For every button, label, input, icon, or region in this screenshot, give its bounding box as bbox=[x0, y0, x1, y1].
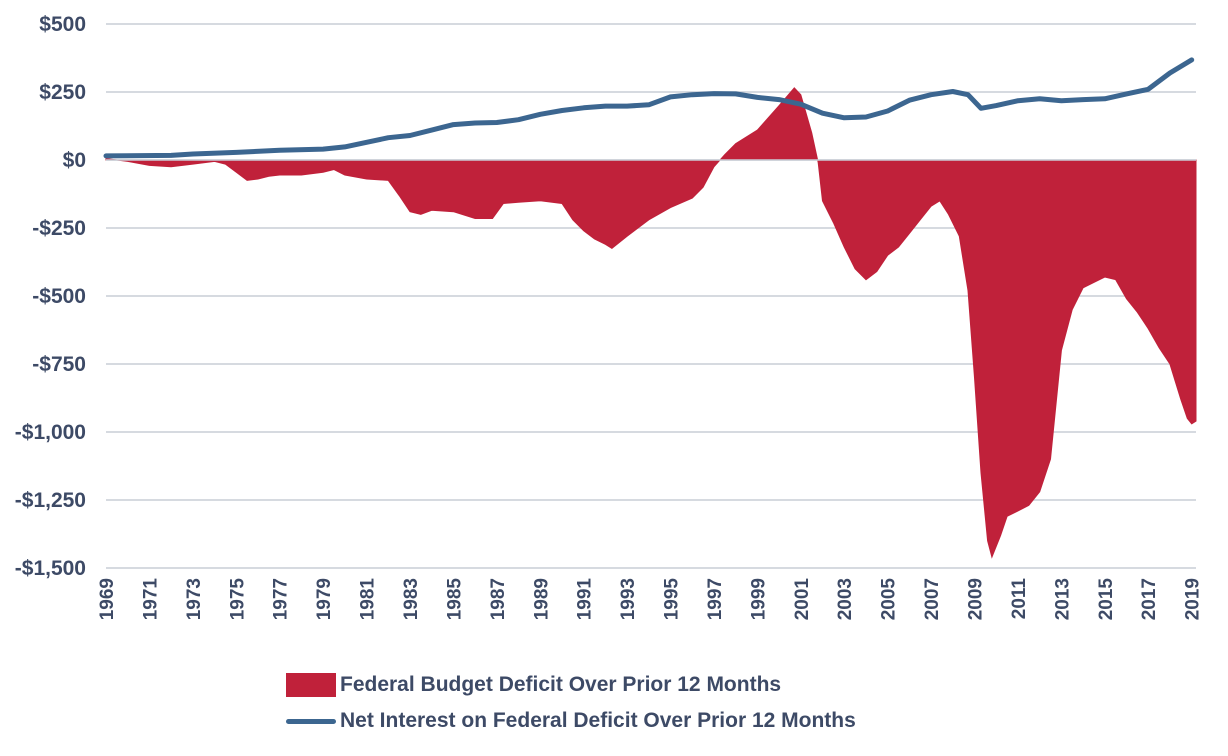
x-tick-label: 2009 bbox=[966, 578, 987, 620]
x-tick-label: 1993 bbox=[618, 578, 639, 620]
y-axis: $500 $250 $0 -$250 -$500 -$750 -$1,000 -$1,250 -… bbox=[15, 13, 86, 580]
x-tick-label: 1997 bbox=[705, 578, 726, 620]
x-tick-label: 1977 bbox=[271, 578, 292, 620]
x-tick-label: 1971 bbox=[140, 578, 161, 621]
x-tick-label: 1981 bbox=[358, 578, 379, 621]
x-tick-label: 1979 bbox=[314, 578, 335, 620]
x-tick-label: 1999 bbox=[748, 578, 769, 620]
y-tick-label: -$250 bbox=[32, 217, 86, 240]
x-tick-label: 1989 bbox=[531, 578, 552, 620]
y-tick-label: -$1,500 bbox=[15, 557, 86, 580]
legend-item-deficit: Federal Budget Deficit Over Prior 12 Mon… bbox=[286, 670, 781, 700]
interest-line-layer bbox=[103, 57, 1195, 159]
x-tick-label: 1987 bbox=[488, 578, 509, 620]
x-tick-label: 1985 bbox=[444, 578, 465, 621]
interest-line bbox=[103, 57, 1195, 159]
legend-swatch-deficit bbox=[286, 673, 336, 697]
x-tick-label: 1983 bbox=[401, 578, 422, 620]
legend-swatch-interest bbox=[286, 718, 336, 724]
x-tick-label: 2007 bbox=[922, 578, 943, 620]
y-tick-label: -$1,000 bbox=[15, 421, 86, 444]
deficit-area bbox=[105, 87, 1197, 559]
legend-item-interest: Net Interest on Federal Deficit Over Pri… bbox=[286, 706, 856, 736]
x-tick-label: 2017 bbox=[1139, 578, 1160, 620]
x-tick-label: 2001 bbox=[792, 578, 813, 621]
x-tick-label: 2015 bbox=[1096, 578, 1117, 621]
x-tick-label: 1991 bbox=[575, 578, 596, 621]
y-tick-label: -$750 bbox=[32, 353, 86, 376]
x-tick-label: 1995 bbox=[662, 578, 683, 621]
x-tick-label: 1975 bbox=[227, 578, 248, 621]
x-axis: 1969 1971 1973 1975 1977 1979 1981 1983 1985 1987… bbox=[97, 578, 1204, 621]
legend-label-deficit: Federal Budget Deficit Over Prior 12 Mon… bbox=[340, 673, 782, 696]
y-tick-label: -$500 bbox=[32, 285, 86, 308]
x-tick-label: 2019 bbox=[1183, 578, 1204, 620]
legend-label-interest: Net Interest on Federal Deficit Over Pri… bbox=[340, 709, 856, 732]
y-tick-label: -$1,250 bbox=[15, 489, 86, 512]
x-tick-label: 2003 bbox=[835, 578, 856, 620]
y-tick-label: $500 bbox=[39, 13, 86, 36]
y-tick-label: $0 bbox=[63, 149, 86, 172]
x-tick-label: 1969 bbox=[97, 578, 118, 620]
x-tick-label: 2013 bbox=[1052, 578, 1073, 620]
deficit-area-layer bbox=[105, 87, 1197, 559]
x-tick-label: 1973 bbox=[184, 578, 205, 620]
x-tick-label: 2011 bbox=[1009, 578, 1030, 620]
x-tick-label: 2005 bbox=[879, 578, 900, 621]
y-tick-label: $250 bbox=[39, 81, 86, 104]
